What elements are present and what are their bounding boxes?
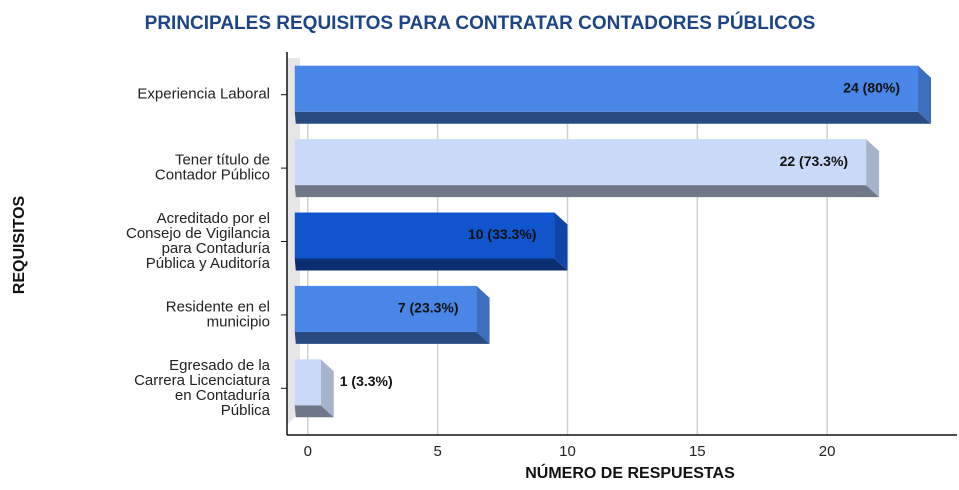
x-tick-label: 5 <box>433 443 441 460</box>
y-tick-label: Tener título de Contador Público <box>155 152 270 184</box>
bar-face <box>294 212 555 259</box>
bar-bottom <box>294 331 490 344</box>
bar-face <box>294 139 867 186</box>
bar-side <box>476 285 490 344</box>
x-axis-label: NÚMERO DE RESPUESTAS <box>525 463 735 482</box>
y-tick-label: Egresado de la Carrera Licenciatura en Con… <box>134 357 271 419</box>
value-label: 24 (80%) <box>843 79 900 95</box>
y-tick-label: Experiencia Laboral <box>137 86 270 103</box>
bar <box>294 359 334 418</box>
bar <box>294 285 490 344</box>
bar-bottom <box>294 185 880 198</box>
value-label: 1 (3.3%) <box>340 373 393 389</box>
value-label: 10 (33.3%) <box>468 226 536 242</box>
bar-side <box>918 65 932 124</box>
x-tick-label: 20 <box>819 443 836 460</box>
value-label: 22 (73.3%) <box>780 153 848 169</box>
bar-bottom <box>294 258 568 271</box>
bar-face <box>294 359 321 406</box>
y-tick-label: Residente en el municipio <box>166 298 270 330</box>
bar-face <box>294 285 477 332</box>
chart-title: PRINCIPALES REQUISITOS PARA CONTRATAR CO… <box>145 12 816 34</box>
bar-bottom <box>294 405 334 418</box>
bar <box>294 139 880 198</box>
bar-side <box>866 139 880 198</box>
y-axis-label: REQUISITOS <box>11 195 28 294</box>
value-label: 7 (23.3%) <box>398 300 459 316</box>
y-tick-label: Acreditado por el Consejo de Vigilancia pa… <box>126 210 271 272</box>
bar-bottom <box>294 111 932 124</box>
bar-face <box>294 65 919 112</box>
x-tick-label: 10 <box>559 443 576 460</box>
bar-side <box>320 359 334 418</box>
bar <box>294 212 568 271</box>
bar-side <box>554 212 568 271</box>
x-tick-label: 0 <box>304 443 312 460</box>
x-tick-label: 15 <box>689 443 706 460</box>
bar <box>294 65 932 124</box>
